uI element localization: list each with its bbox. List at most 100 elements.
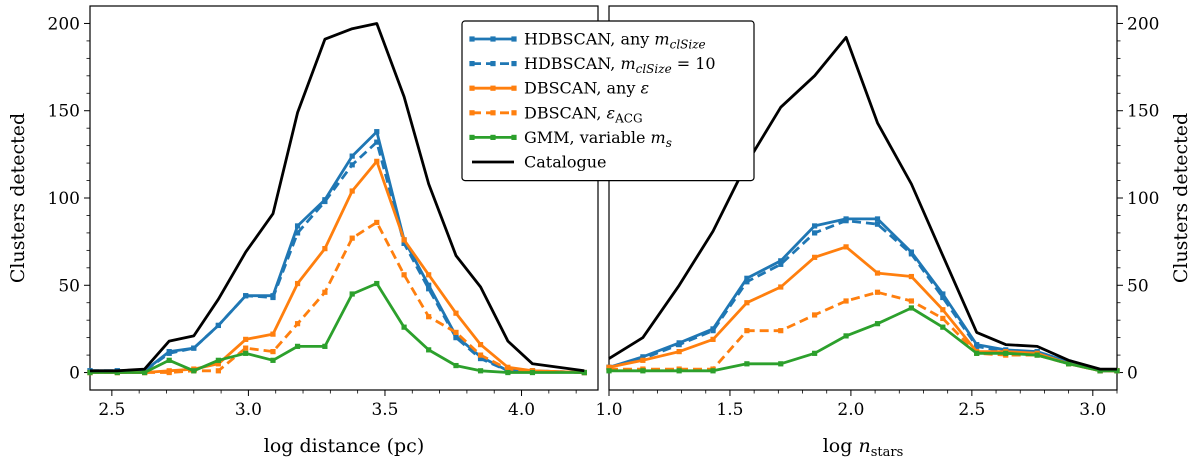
right-data-point [940, 315, 946, 322]
left-data-point [243, 350, 249, 356]
right-data-point [640, 368, 646, 374]
left-data-point [87, 369, 93, 376]
left-data-point [477, 368, 484, 374]
legend-marker [469, 61, 475, 67]
left-data-point [426, 286, 432, 292]
left-data-point [322, 343, 328, 349]
legend-marker [511, 85, 517, 91]
left-data-point [294, 230, 301, 236]
left-data-point [142, 369, 148, 376]
right-data-point [778, 284, 784, 290]
right-data-point [676, 342, 682, 348]
left-y-tick-label: 200 [48, 14, 80, 34]
right-data-point [874, 216, 881, 222]
right-y-axis-label: Clusters detected [1170, 113, 1192, 283]
right-data-point [874, 270, 881, 276]
left-data-point [401, 272, 407, 278]
left-data-point [477, 342, 484, 348]
right-data-point [874, 321, 881, 327]
right-data-point [908, 273, 914, 280]
left-x-tick-label: 2.5 [98, 400, 125, 420]
right-data-point [843, 333, 849, 339]
legend-label-4: GMM, variable ms [524, 128, 672, 150]
right-data-point [843, 218, 849, 224]
right-data-point [1066, 361, 1072, 367]
right-y-tick-label: 50 [1127, 276, 1149, 296]
legend-label-0: HDBSCAN, any mclSize [524, 30, 706, 52]
right-data-point [940, 294, 946, 301]
left-data-point [322, 246, 328, 252]
left-data-point [215, 322, 221, 329]
left-data-point [505, 366, 511, 372]
right-data-point [812, 254, 818, 260]
left-data-point [270, 349, 276, 355]
right-x-tick-label: 1.5 [716, 400, 743, 420]
right-data-point [940, 324, 946, 330]
right-series-line-1 [608, 219, 1117, 373]
right-data-point [676, 349, 682, 355]
left-y-tick-label: 100 [48, 189, 80, 209]
left-x-axis-label: log distance (pc) [264, 435, 424, 457]
right-y-tick-label: 0 [1127, 364, 1138, 384]
right-data-point [744, 300, 750, 306]
left-data-point [294, 343, 301, 349]
right-data-point [640, 357, 646, 363]
left-data-point [294, 223, 301, 229]
legend-marker [490, 36, 496, 42]
right-data-point [606, 368, 612, 374]
left-data-point [270, 357, 276, 363]
left-data-point [294, 321, 301, 327]
left-data-point [215, 368, 221, 374]
left-data-point [215, 357, 221, 363]
left-data-point [215, 361, 221, 367]
left-data-point [529, 369, 536, 376]
left-data-point [349, 188, 355, 194]
legend-label-5: Catalogue [524, 153, 607, 172]
left-data-point [477, 352, 484, 358]
right-data-point [908, 251, 914, 257]
right-data-point [843, 298, 849, 304]
left-data-point [166, 350, 172, 356]
right-series-line-3 [609, 290, 1117, 373]
left-data-point [349, 162, 355, 168]
right-data-point [874, 221, 881, 227]
right-data-point [812, 312, 818, 318]
legend-marker [511, 134, 517, 140]
legend-label-3: DBSCAN, εACG [524, 103, 643, 125]
legend-marker [490, 85, 496, 91]
left-data-point [401, 237, 407, 243]
left-data-point [191, 368, 197, 374]
right-panel: log nstars Clusters detected 1.0 1.5 2.0 2.… [595, 5, 1192, 460]
left-x-tick-label: 3.0 [235, 400, 262, 420]
right-data-point [710, 336, 716, 342]
left-y-tick-label: 0 [69, 364, 80, 384]
left-panel: log distance (pc) Clusters detected 2.5 3… [7, 5, 599, 457]
right-data-point [710, 328, 716, 334]
left-x-tick-label: 3.5 [371, 400, 398, 420]
left-data-point [114, 369, 120, 376]
left-data-point [581, 369, 587, 376]
left-series-line-5 [90, 22, 585, 373]
right-x-axis-label: log nstars [823, 435, 904, 460]
left-series-line-4 [90, 282, 585, 374]
right-data-point [812, 223, 818, 229]
legend-box [461, 20, 755, 182]
left-data-point [349, 153, 355, 159]
right-x-tick-label: 1.0 [595, 400, 622, 420]
right-y-tick-label: 150 [1127, 102, 1159, 122]
left-data-point [349, 235, 355, 241]
left-data-point [374, 139, 380, 145]
left-data-point [166, 369, 172, 376]
legend-marker [490, 134, 496, 140]
left-data-point [453, 329, 459, 335]
legend-marker [490, 61, 496, 67]
right-data-point [874, 289, 881, 295]
legend-label-1: HDBSCAN, mclSize = 10 [524, 54, 716, 76]
left-data-point [374, 280, 380, 287]
left-data-point [374, 219, 380, 226]
left-data-point [453, 310, 459, 316]
right-data-point [778, 328, 784, 334]
legend-marker [469, 110, 475, 116]
right-data-point [744, 275, 750, 281]
